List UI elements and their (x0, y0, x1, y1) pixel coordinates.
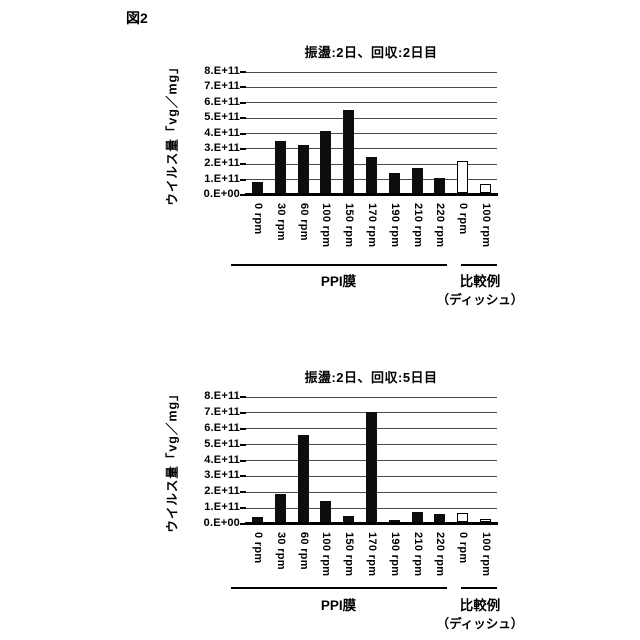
gridline (246, 133, 497, 134)
x-tick-label: 170 rpm (366, 532, 378, 577)
y-tick-label: 5.E+11 (204, 111, 240, 124)
y-axis-tick (240, 117, 246, 120)
x-tick-label: 100 rpm (480, 532, 493, 577)
x-tick-label: 150 rpm (343, 532, 356, 577)
y-tick-label: 1.E+11 (204, 501, 240, 514)
y-tick-label: 3.E+11 (204, 469, 240, 482)
group-label-comparative-dish: （ディッシュ） (436, 293, 524, 307)
bar-5-170-rpm (366, 412, 377, 522)
gridline (246, 396, 497, 398)
y-axis-tick (240, 459, 246, 462)
bar-9-0-rpm (457, 513, 469, 522)
y-axis-tick (240, 163, 246, 166)
group-label-comparative-example: 比較例 (459, 598, 501, 613)
y-tick-label: 2.E+11 (204, 485, 240, 498)
bar-0-0-rpm (251, 182, 263, 193)
x-tick-label: 30 rpm (274, 532, 287, 570)
y-tick-label: 2.E+11 (204, 157, 240, 170)
y-axis-tick (240, 427, 246, 430)
y-axis-tick (240, 443, 246, 446)
group-label-comparative-dish: （ディッシュ） (436, 617, 524, 631)
y-axis-tick (240, 132, 246, 135)
figure-label: 図2 (126, 10, 148, 26)
gridline (246, 86, 497, 88)
x-tick-label: 0 rpm (457, 532, 470, 564)
y-tick-label: 8.E+11 (204, 65, 240, 77)
x-tick-label: 210 rpm (411, 532, 424, 577)
chart-title: 振盪:2日、回収:5日目 (304, 370, 438, 385)
bar-2-60-rpm (297, 145, 309, 193)
x-tick-label: 0 rpm (251, 532, 264, 564)
x-tick-label: 60 rpm (297, 532, 310, 570)
group-line-comparative (461, 264, 497, 266)
y-axis-tick (240, 101, 246, 104)
bar-4-150-rpm (343, 110, 355, 193)
y-axis-tick (240, 147, 246, 150)
bar-5-170-rpm (366, 157, 377, 193)
y-tick-label: 0.E+00 (203, 517, 240, 529)
gridline (246, 71, 497, 73)
y-axis-tick (240, 71, 246, 73)
bar-9-0-rpm (457, 161, 469, 193)
y-axis-tick (240, 178, 246, 181)
bar-6-190-rpm (388, 520, 400, 522)
bar-3-100-rpm (320, 131, 332, 193)
y-axis-tick (240, 194, 246, 196)
group-label-ppi-membrane: PPI膜 (320, 598, 357, 613)
bar-1-30-rpm (274, 494, 286, 522)
bar-10-100-rpm (480, 519, 492, 522)
group-label-comparative-example: 比較例 (459, 274, 501, 289)
bar-7-210-rpm (411, 168, 423, 193)
y-axis-tick (240, 475, 246, 478)
y-tick-label: 6.E+11 (204, 95, 240, 108)
chart-title: 振盪:2日、回収:2日目 (304, 45, 438, 60)
group-line-ppi-membrane (231, 587, 447, 589)
x-tick-label: 220 rpm (434, 532, 447, 577)
y-tick-label: 0.E+00 (203, 188, 240, 200)
bar-0-0-rpm (251, 517, 263, 522)
bar-8-220-rpm (434, 178, 446, 193)
y-tick-label: 3.E+11 (204, 141, 240, 154)
x-axis-line (245, 522, 498, 525)
bar-1-30-rpm (274, 141, 286, 193)
bar-8-220-rpm (434, 514, 446, 522)
y-axis-tick (240, 411, 246, 414)
group-line-ppi-membrane (231, 264, 447, 266)
y-axis-tick (240, 491, 246, 494)
y-axis-tick (240, 86, 246, 89)
group-label-ppi-membrane: PPI膜 (320, 274, 357, 289)
bar-10-100-rpm (480, 184, 492, 193)
y-tick-label: 7.E+11 (204, 80, 240, 93)
bar-7-210-rpm (411, 512, 423, 522)
y-tick-label: 6.E+11 (204, 421, 240, 434)
x-tick-label: 100 rpm (320, 532, 333, 577)
gridline (246, 148, 497, 150)
gridline (246, 102, 497, 104)
bar-2-60-rpm (297, 435, 309, 522)
y-tick-label: 4.E+11 (204, 453, 240, 466)
group-line-comparative (461, 587, 497, 589)
y-tick-label: 4.E+11 (204, 126, 240, 139)
y-tick-label: 5.E+11 (204, 437, 240, 450)
y-tick-label: 1.E+11 (204, 172, 240, 185)
bar-6-190-rpm (388, 173, 400, 193)
y-axis-tick (240, 396, 246, 398)
y-axis-tick (240, 507, 246, 510)
bar-4-150-rpm (343, 516, 355, 522)
bar-3-100-rpm (320, 501, 332, 522)
y-tick-label: 7.E+11 (204, 405, 240, 418)
gridline (246, 117, 497, 119)
y-axis-tick (240, 523, 246, 525)
x-tick-label: 190 rpm (388, 532, 401, 577)
y-tick-label: 8.E+11 (204, 390, 240, 402)
x-axis-line (245, 193, 498, 196)
